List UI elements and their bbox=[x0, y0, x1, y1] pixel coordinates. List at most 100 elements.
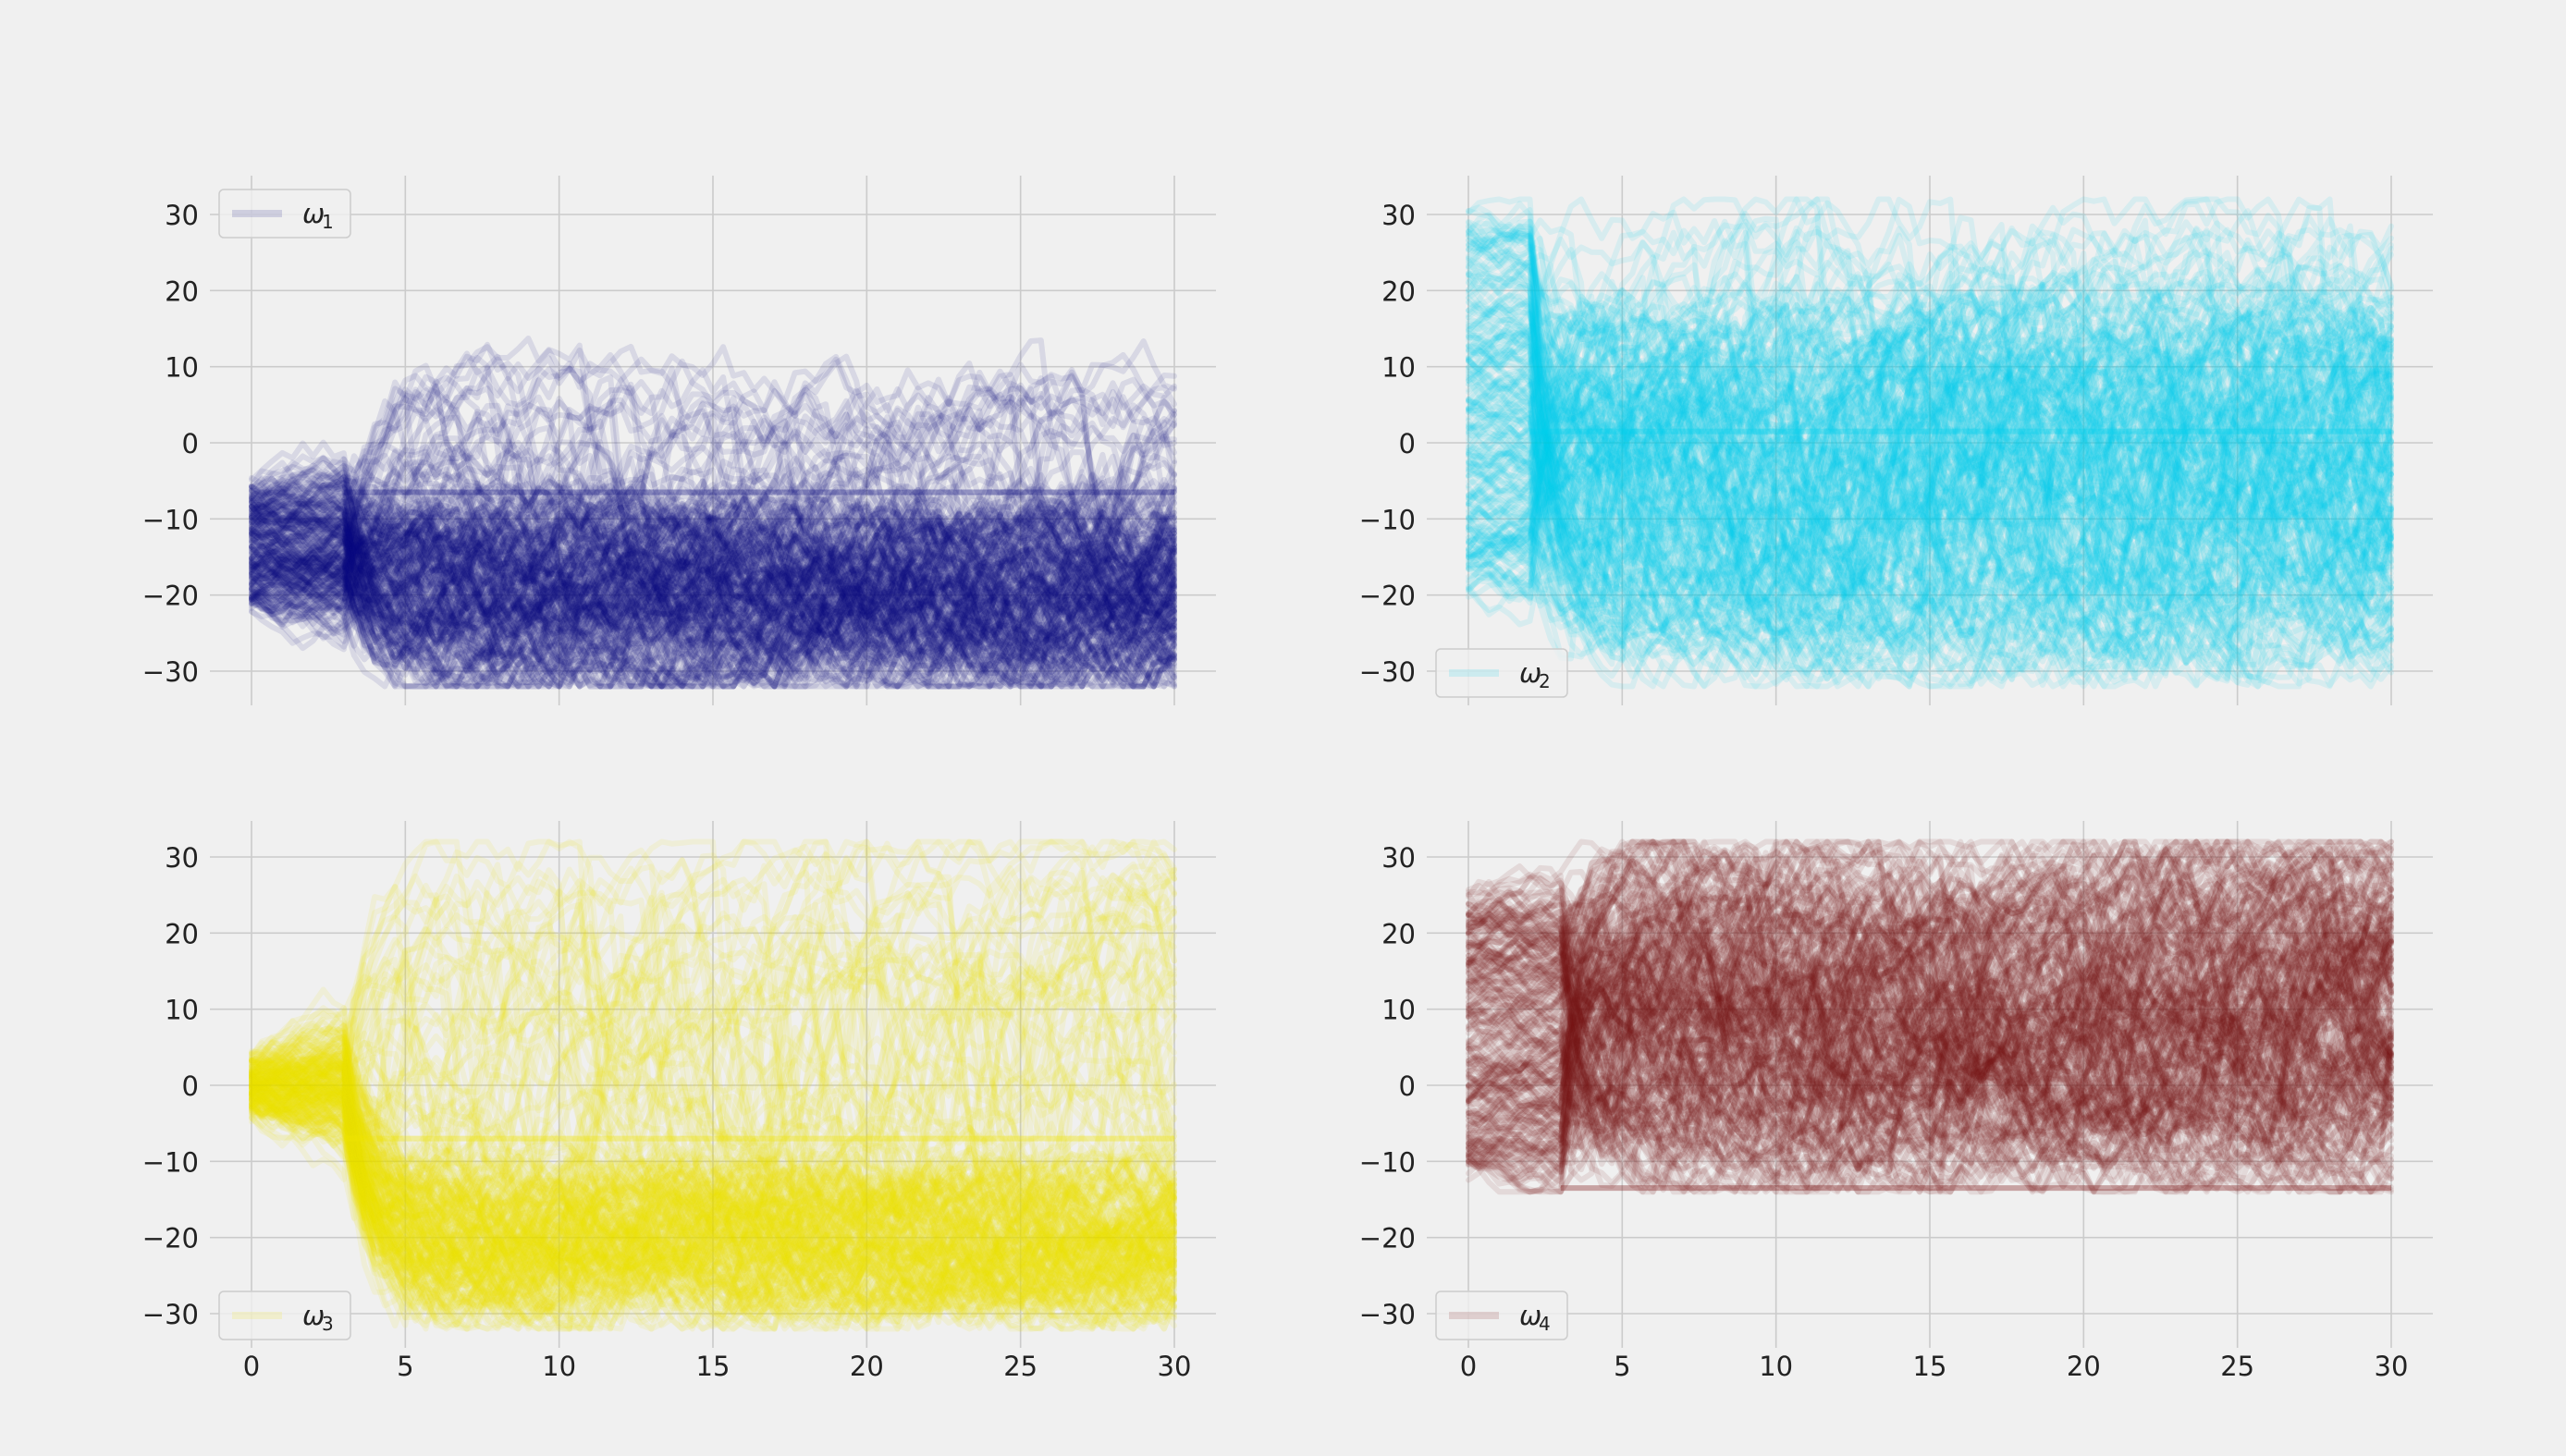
trace bbox=[249, 548, 1177, 690]
x-tick-label: 25 bbox=[2220, 1351, 2254, 1382]
trace bbox=[249, 953, 1177, 1279]
trace bbox=[1466, 270, 2394, 682]
trace bbox=[249, 491, 1177, 690]
trace bbox=[1466, 253, 2394, 603]
trace bbox=[249, 498, 1177, 683]
trace bbox=[249, 1071, 1177, 1315]
trace bbox=[1466, 250, 2394, 664]
trace bbox=[249, 1047, 1177, 1311]
trace bbox=[249, 540, 1177, 652]
trace bbox=[249, 1070, 1177, 1332]
trace bbox=[1466, 293, 2394, 661]
trace bbox=[1466, 272, 2394, 553]
trace bbox=[1466, 296, 2394, 605]
trace bbox=[249, 475, 1177, 633]
trace bbox=[249, 524, 1177, 682]
trace bbox=[249, 1092, 1177, 1315]
trace bbox=[249, 1082, 1177, 1295]
trace bbox=[1466, 940, 2394, 1176]
trace bbox=[249, 1102, 1177, 1303]
trace bbox=[249, 398, 1177, 617]
trace bbox=[249, 898, 1177, 1311]
trace bbox=[1466, 298, 2394, 671]
trace bbox=[249, 865, 1177, 1298]
trace bbox=[249, 840, 1177, 1312]
trace bbox=[249, 535, 1177, 659]
y-tick-label: 0 bbox=[1399, 1071, 1416, 1102]
trace bbox=[1466, 305, 2394, 689]
trace bbox=[1466, 389, 2394, 654]
trace bbox=[249, 361, 1177, 690]
trace bbox=[249, 487, 1177, 690]
trace bbox=[249, 414, 1177, 670]
trace bbox=[1466, 223, 2394, 681]
legend-label: ω bbox=[302, 1300, 325, 1331]
trace bbox=[249, 1100, 1177, 1323]
trace bbox=[249, 386, 1177, 690]
trace bbox=[249, 1096, 1177, 1326]
trace bbox=[1466, 350, 2394, 682]
trace bbox=[1466, 295, 2394, 690]
trace bbox=[249, 501, 1177, 690]
trace bbox=[249, 1104, 1177, 1332]
trace bbox=[1466, 307, 2394, 667]
trace bbox=[1466, 317, 2394, 606]
trace bbox=[1466, 280, 2394, 634]
trace bbox=[249, 1056, 1177, 1312]
y-tick-labels: 30 20 10 0 −10 −20 −30 bbox=[1359, 200, 1416, 688]
trace bbox=[249, 422, 1177, 665]
trace bbox=[249, 483, 1177, 684]
trace bbox=[249, 531, 1177, 690]
trace bbox=[249, 413, 1177, 690]
trace bbox=[1466, 271, 2394, 619]
trace bbox=[1466, 410, 2394, 658]
trace bbox=[249, 1080, 1177, 1298]
trace bbox=[249, 838, 1177, 1193]
trace bbox=[249, 1049, 1177, 1332]
trace bbox=[249, 484, 1177, 690]
trace bbox=[249, 1088, 1177, 1303]
trace bbox=[249, 1064, 1177, 1310]
trace bbox=[1466, 838, 2394, 1154]
legend-subscript: 1 bbox=[322, 211, 334, 233]
trace bbox=[1466, 852, 2394, 1138]
trace bbox=[249, 877, 1177, 1305]
trace bbox=[249, 361, 1177, 622]
trace bbox=[249, 1070, 1177, 1326]
trace bbox=[249, 489, 1177, 665]
x-tick-label: 10 bbox=[542, 1351, 576, 1382]
trace bbox=[249, 470, 1177, 644]
trace bbox=[249, 439, 1177, 614]
trace bbox=[249, 513, 1177, 690]
trace bbox=[249, 517, 1177, 667]
trace bbox=[1466, 300, 2394, 680]
trace bbox=[249, 466, 1177, 657]
trace bbox=[1466, 300, 2394, 679]
trace bbox=[1466, 871, 2394, 1132]
trace bbox=[249, 497, 1177, 679]
trace bbox=[249, 471, 1177, 690]
trace bbox=[1466, 211, 2394, 613]
trace bbox=[249, 1073, 1177, 1313]
trace bbox=[249, 1056, 1177, 1303]
trace bbox=[249, 517, 1177, 666]
trace bbox=[249, 508, 1177, 682]
trace bbox=[249, 1048, 1177, 1289]
trace bbox=[1466, 298, 2394, 571]
trace bbox=[249, 1017, 1177, 1315]
trace bbox=[1466, 936, 2394, 1133]
trace bbox=[249, 1043, 1177, 1325]
gridlines bbox=[1427, 176, 2433, 705]
trace bbox=[1466, 292, 2394, 618]
trace bbox=[249, 1062, 1177, 1317]
trace bbox=[249, 541, 1177, 690]
trace bbox=[1466, 222, 2394, 632]
trace bbox=[249, 1058, 1177, 1303]
trace bbox=[249, 1093, 1177, 1289]
trace bbox=[1466, 223, 2394, 604]
trace bbox=[249, 885, 1177, 1300]
trace bbox=[249, 502, 1177, 690]
y-tick-label: 30 bbox=[165, 200, 199, 231]
trace bbox=[249, 425, 1177, 674]
trace bbox=[1466, 875, 2394, 1181]
